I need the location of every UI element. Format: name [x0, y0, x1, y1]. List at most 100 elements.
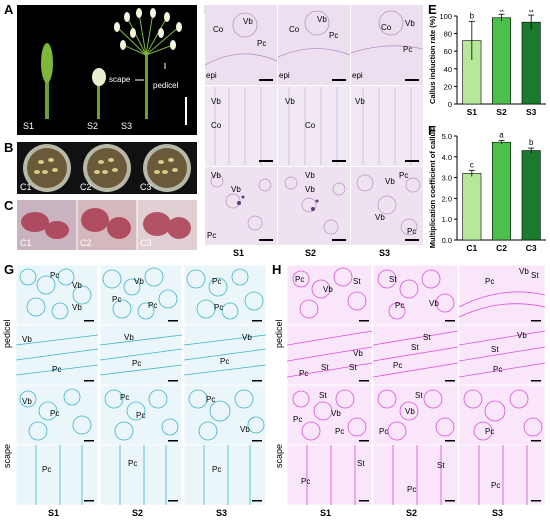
- h-label: Vb: [429, 299, 439, 308]
- h-label: St: [353, 277, 361, 286]
- h-col-s2: S2: [406, 508, 418, 518]
- h-row-scape: scape: [274, 443, 284, 468]
- g-label: Pc: [120, 393, 130, 402]
- h-label: St: [491, 345, 499, 354]
- h-label: Pc: [491, 481, 501, 490]
- h-label: Pc: [407, 485, 417, 494]
- panel-c-photo: C1 C2 C3: [17, 200, 197, 250]
- d-col-s3: S3: [379, 248, 391, 258]
- g-label: Pc: [206, 395, 216, 404]
- g-label: Pc: [220, 357, 230, 366]
- x-tick-label: C3: [526, 243, 537, 253]
- d-label: Vb: [305, 171, 315, 180]
- significance-letter: b: [529, 138, 534, 147]
- d-label: Vb: [355, 97, 365, 106]
- panel-d-grid: Co Vb epi Pc Co Vb Pc epi Co Vb Pc epi V…: [205, 5, 423, 258]
- h-label: Pc: [493, 365, 503, 374]
- g-label: Vb: [240, 425, 250, 434]
- significance-letter: a: [529, 10, 534, 14]
- g-label: Pc: [132, 359, 142, 368]
- g-label: Pc: [112, 295, 122, 304]
- g-label: Pc: [212, 465, 222, 474]
- dish-label-c1: C1: [20, 182, 32, 192]
- bar: [462, 173, 482, 241]
- panel-b-photo: C1 C2 C3: [17, 142, 197, 194]
- x-tick-label: S1: [467, 107, 478, 117]
- d-col-s1: S1: [233, 248, 245, 258]
- h-col-s3: S3: [492, 508, 504, 518]
- h-label: St: [415, 391, 423, 400]
- d-label: epi: [279, 71, 290, 80]
- h-label: Pc: [295, 275, 305, 284]
- d-label: Vb: [305, 185, 315, 194]
- x-tick-label: S2: [496, 107, 507, 117]
- d-col-s2: S2: [305, 248, 317, 258]
- y-tick-label: 3.0: [442, 174, 452, 183]
- h-label: St: [531, 271, 539, 280]
- d-s1-cells: [205, 167, 277, 245]
- h-label: St: [319, 391, 327, 400]
- d-label: Pc: [207, 231, 217, 240]
- panel-h-grid: Pc Vb St St Pc Vb Pc Vb St Vb St St Pc P…: [287, 265, 545, 505]
- g-label: Pc: [128, 459, 138, 468]
- g-label: Pc: [212, 277, 222, 286]
- g-label: Vb: [22, 335, 32, 344]
- y-axis-label: Callus induction rate (%): [428, 16, 437, 104]
- y-tick-label: 1.0: [442, 215, 452, 224]
- d-label: Pc: [329, 31, 339, 40]
- h-label: Pc: [485, 427, 495, 436]
- d-label: Co: [381, 23, 392, 32]
- g-col-s1: S1: [48, 508, 60, 518]
- significance-letter: c: [470, 160, 474, 169]
- bar: [492, 141, 511, 241]
- d-s1-cross: [205, 5, 277, 85]
- d-label: Co: [213, 25, 224, 34]
- significance-letter: b: [470, 11, 475, 20]
- d-label: Pc: [399, 171, 409, 180]
- callus-label-c2: C2: [80, 238, 92, 248]
- g-col-s3: S3: [216, 508, 228, 518]
- h-label: Pc: [301, 477, 311, 486]
- significance-letter: a: [499, 131, 504, 140]
- panel-label-b: B: [4, 140, 14, 155]
- x-tick-label: C2: [496, 243, 507, 253]
- significance-letter: a: [499, 10, 504, 13]
- panel-g-grid: Pc Vb Vb Vb Pc Pc Pc Pc Vb Pc Vb Pc Vb P…: [16, 265, 266, 505]
- h-label: Pc: [395, 301, 405, 310]
- d-s2-long: [278, 86, 350, 166]
- panel-label-f: F: [428, 123, 436, 138]
- d-label: Vb: [405, 19, 415, 28]
- d-label: Co: [289, 25, 300, 34]
- d-label: Vb: [231, 185, 241, 194]
- d-label: Vb: [375, 213, 385, 222]
- chart-e: 0 20 40 60 80 100 b S1 a S2 a S3 Callus induction ra…: [428, 10, 546, 117]
- h-label: St: [349, 363, 357, 372]
- y-tick-label: 40: [444, 65, 452, 74]
- d-s2-cells: [278, 167, 350, 245]
- panel-label-h: H: [272, 262, 282, 277]
- y-tick-label: 0: [448, 100, 452, 109]
- h-label: Vb: [517, 331, 527, 340]
- pedicel-label: pedicel: [153, 81, 179, 90]
- g-label: Vb: [72, 303, 82, 312]
- h-label: Pc: [379, 427, 389, 436]
- d-s3-cross: [351, 5, 423, 85]
- d-label: Co: [211, 121, 222, 130]
- stage-label-s3: S3: [121, 121, 133, 131]
- h-label: Vb: [405, 407, 415, 416]
- y-tick-label: 20: [444, 82, 452, 91]
- y-tick-label: 60: [444, 47, 452, 56]
- d-label: Vb: [243, 17, 253, 26]
- chart-f: 0.0 1.0 2.0 3.0 4.0 5.0 c C1 a C2 b C3 Multiplicatio…: [428, 128, 546, 253]
- h-label: St: [389, 275, 397, 284]
- g-row-scape: scape: [2, 443, 12, 468]
- h-label: Pc: [299, 369, 309, 378]
- g-label: Pc: [42, 465, 52, 474]
- panel-a-photo: S1 S2 S3 scape pedicel: [17, 5, 197, 135]
- h-row-pedicel: pedicel: [274, 319, 284, 348]
- scape-label: scape: [109, 75, 131, 84]
- g-label: Pc: [52, 365, 62, 374]
- h-label: St: [411, 343, 419, 352]
- h-label: Vb: [519, 267, 529, 276]
- d-label: epi: [206, 71, 217, 80]
